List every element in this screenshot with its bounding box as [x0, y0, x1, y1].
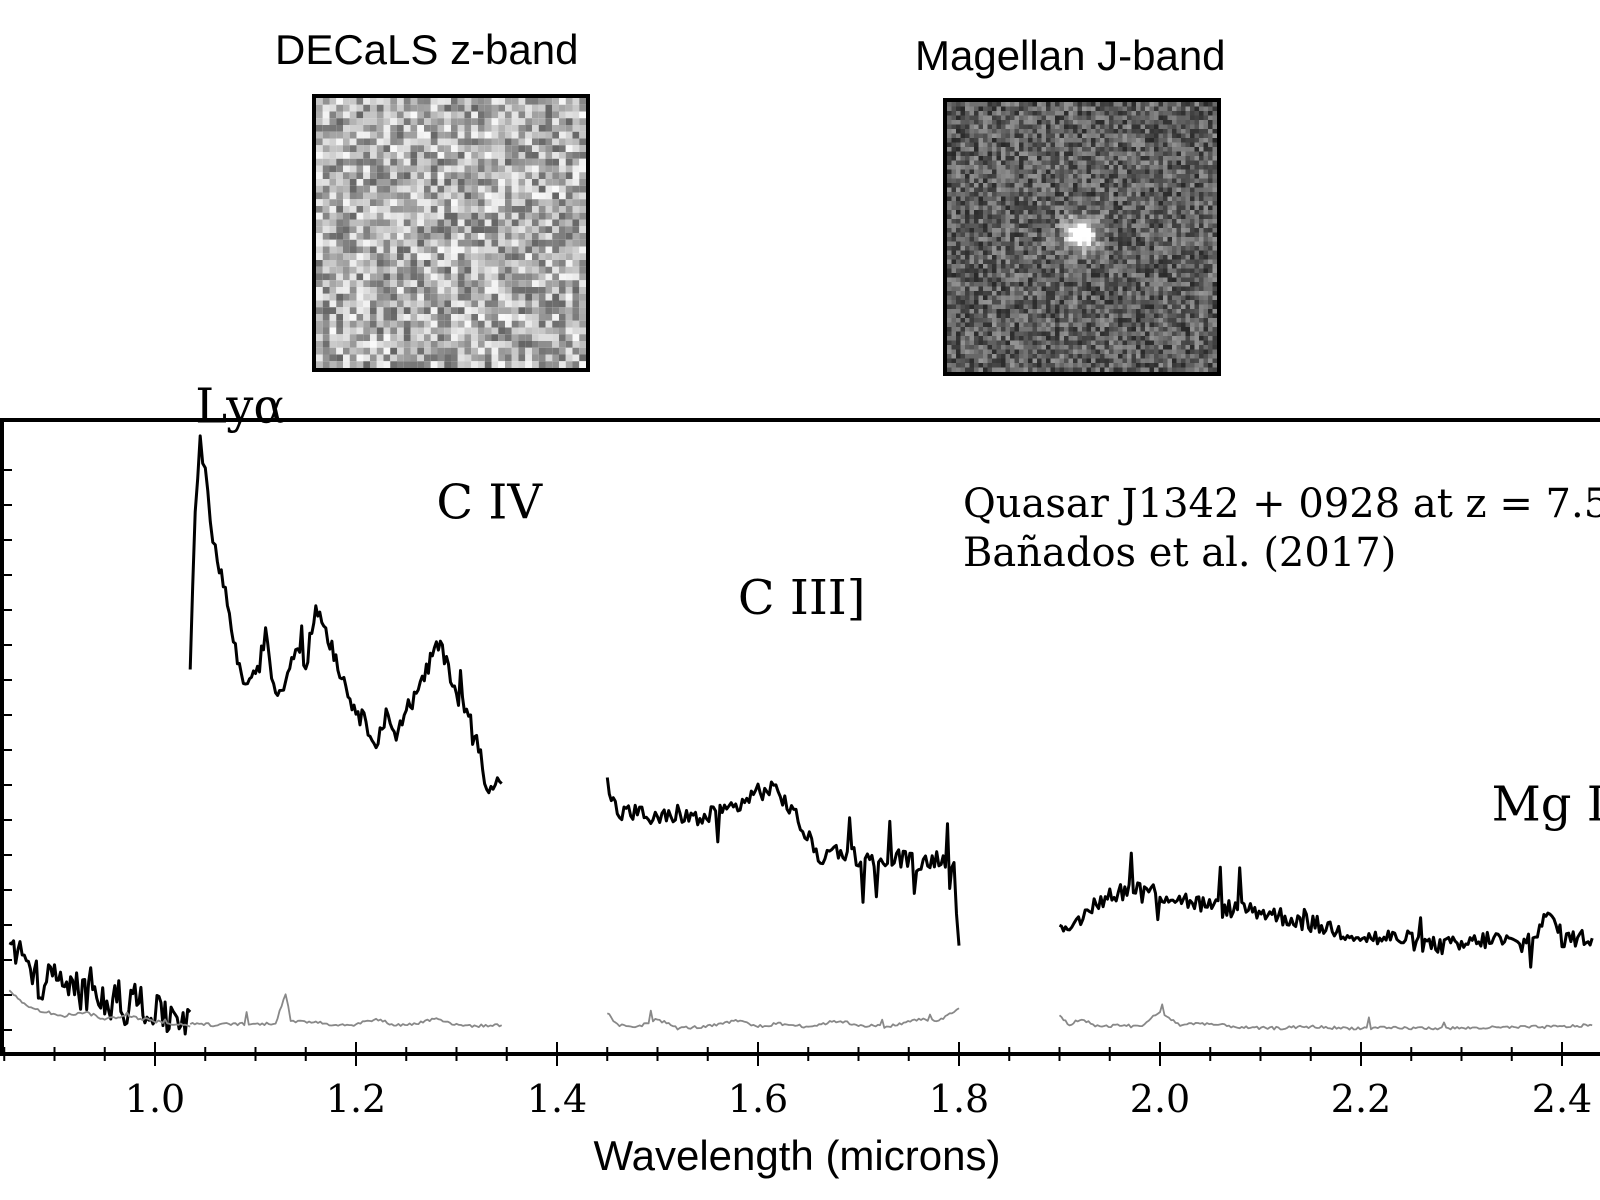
- flux-series-segment: [188, 434, 503, 795]
- x-tick-label: 1.0: [125, 1077, 185, 1121]
- error-series-segment: [606, 1007, 960, 1031]
- magellan-caption: Magellan J-band: [915, 32, 1226, 79]
- error-series-segment: [8, 989, 191, 1028]
- x-axis-title: Wavelength (microns): [594, 1132, 1001, 1179]
- emission-line-label: C IV: [436, 474, 543, 530]
- x-tick-label: 2.0: [1130, 1077, 1190, 1121]
- x-tick-label: 1.4: [527, 1077, 587, 1121]
- emission-line-label: C III]: [738, 570, 866, 626]
- x-tick-label: 1.6: [728, 1077, 788, 1121]
- emission-line-label: Mg II: [1492, 776, 1600, 832]
- x-tick-label: 2.2: [1331, 1077, 1391, 1121]
- x-tick-label: 1.8: [929, 1077, 989, 1121]
- error-series-segment: [189, 993, 503, 1028]
- y-axis-ticks: [2, 469, 12, 1031]
- x-tick-label: 1.2: [326, 1077, 386, 1121]
- flux-series-segment: [605, 777, 961, 946]
- annotation-line-2: Bañados et al. (2017): [963, 530, 1396, 576]
- decals-caption: DECaLS z-band: [275, 26, 579, 73]
- decals-image: [312, 94, 590, 372]
- emission-line-label: Lyα: [195, 379, 286, 435]
- magellan-image: [943, 98, 1221, 376]
- x-tick-label: 2.4: [1532, 1077, 1592, 1121]
- flux-series-segment: [8, 939, 192, 1036]
- error-series-segment: [1058, 1003, 1593, 1031]
- flux-series-segment: [1058, 851, 1594, 969]
- plot-frame: [0, 418, 1600, 1056]
- annotation-line-1: Quasar J1342 + 0928 at z = 7.54: [963, 481, 1600, 527]
- x-axis: 1.0 1.2 1.4 1.6 1.8 2.0 2.2 2.4: [3, 1042, 1592, 1121]
